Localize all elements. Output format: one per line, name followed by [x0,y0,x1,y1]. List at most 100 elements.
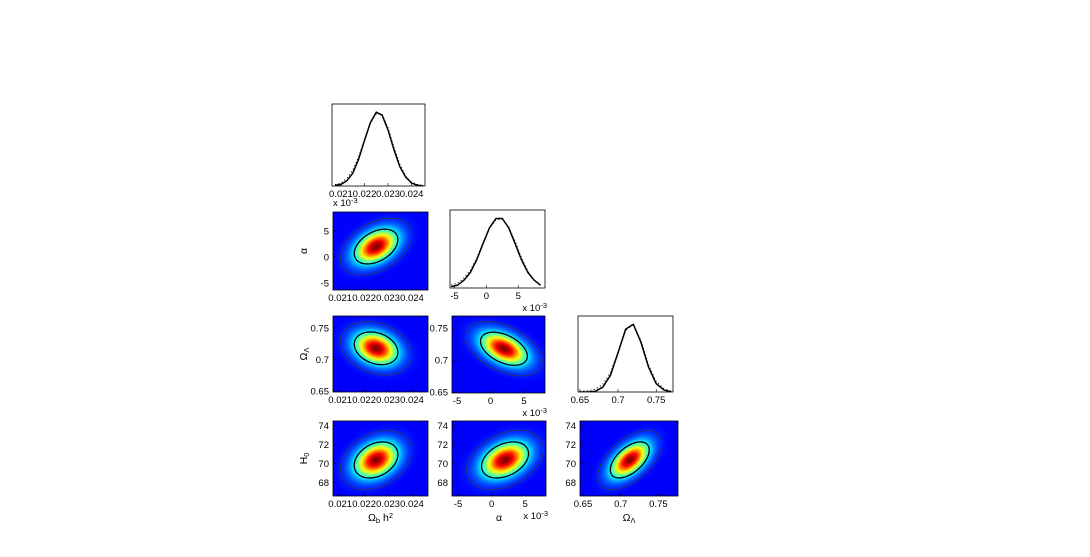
x-tick-label: 0.022 [352,293,376,304]
contour-line [353,228,399,265]
label-part: Λ [630,516,635,525]
x-axis-label: Ωb h2 [368,511,393,526]
x-exponent-label: x 10-3 [523,509,548,522]
y-tick-label: 68 [565,478,576,489]
label-part: Ω [623,512,631,524]
y-tick-label: 70 [437,459,448,470]
x-exponent-label: x 10-3 [522,406,547,419]
y-tick-label: 72 [437,440,448,451]
label-part: α [298,248,310,254]
y-tick-label: 74 [565,421,576,432]
heatmap-level [628,458,632,462]
panel [580,421,678,496]
x-exponent-label: x 10-3 [522,301,547,314]
label-part: -3 [540,301,547,310]
x-tick-label: 5 [516,291,521,302]
y-exponent-label: x 10-3 [333,196,358,209]
solid-line [579,323,672,392]
panel [332,104,425,186]
y-tick-label: 0.7 [316,355,329,366]
label-part: x 10 [523,511,541,522]
x-tick-label: 0.021 [328,293,352,304]
x-tick-label: 0.022 [352,395,376,406]
x-tick-label: 0 [489,499,494,510]
plot-bg [332,104,425,186]
label-part: -3 [541,509,548,518]
panel [333,421,428,496]
x-tick-label: 0.022 [352,499,376,510]
x-tick-label: 0.023 [376,395,400,406]
plot-frame [451,420,547,497]
panel [333,212,428,290]
label-part: h [380,512,389,524]
x-tick-label: 0.7 [611,395,624,406]
dotted-line [334,113,424,186]
label-part: 0 [302,453,311,457]
x-tick-label: 0.75 [647,395,666,406]
label-part: Ω [298,352,310,360]
contour-line [339,217,413,276]
y-tick-label: -5 [321,278,329,289]
label-part: H [298,457,310,465]
x-tick-label: -5 [454,499,462,510]
plot-frame [577,315,674,393]
heatmap-level [374,347,378,350]
x-tick-label: 0.024 [400,189,424,200]
heatmap-level [502,347,506,351]
plot-frame [332,420,429,497]
y-tick-label: 0.65 [311,387,330,398]
panel [452,421,546,496]
contour-line [479,331,529,366]
contour-line [609,441,650,479]
dotted-line [451,218,541,286]
y-tick-label: 0.75 [430,323,449,334]
x-tick-label: 0.021 [329,189,353,200]
plot-bg [578,316,673,392]
x-tick-label: 0.023 [376,293,400,304]
label-part: b [376,516,380,525]
panel [450,210,545,288]
x-tick-label: 0.65 [571,395,590,406]
contour-line [353,331,399,366]
x-tick-label: 0.024 [400,395,424,406]
heatmap-level [503,458,507,462]
panel [452,316,545,393]
label-part: Λ [302,348,311,353]
contour-line [465,321,543,377]
x-tick-label: 0.023 [376,189,400,200]
y-tick-label: 74 [318,421,329,432]
contour-line [339,321,413,376]
label-part: x 10 [333,198,351,209]
contour-line [339,430,413,490]
label-part: Ω [368,512,376,524]
x-tick-label: 0.023 [376,499,400,510]
plot-frame [451,315,546,394]
y-tick-label: 0.7 [435,356,448,367]
y-tick-label: 72 [565,440,576,451]
y-tick-label: 74 [437,421,448,432]
x-tick-label: 0.021 [328,395,352,406]
x-tick-label: -5 [453,396,461,407]
y-axis-label: ΩΛ [298,348,311,361]
label-part: -3 [540,406,547,415]
y-tick-label: 0 [324,252,329,263]
y-axis-label: α [298,248,310,254]
y-tick-label: 0.75 [311,323,330,334]
contour-line [466,430,544,490]
x-tick-label: 0.024 [400,499,424,510]
x-tick-label: 0.024 [400,293,424,304]
heatmap-level [374,458,378,462]
plot-frame [449,209,546,289]
dotted-line [579,323,672,392]
plot-frame [332,315,429,393]
label-part: x 10 [522,408,540,419]
label-part: α [496,512,502,524]
label-part: -3 [351,196,358,205]
x-tick-label: 0 [488,396,493,407]
x-tick-label: 0.7 [614,499,627,510]
x-tick-label: 5 [521,396,526,407]
solid-line [451,217,542,288]
x-tick-label: 0.021 [328,499,352,510]
